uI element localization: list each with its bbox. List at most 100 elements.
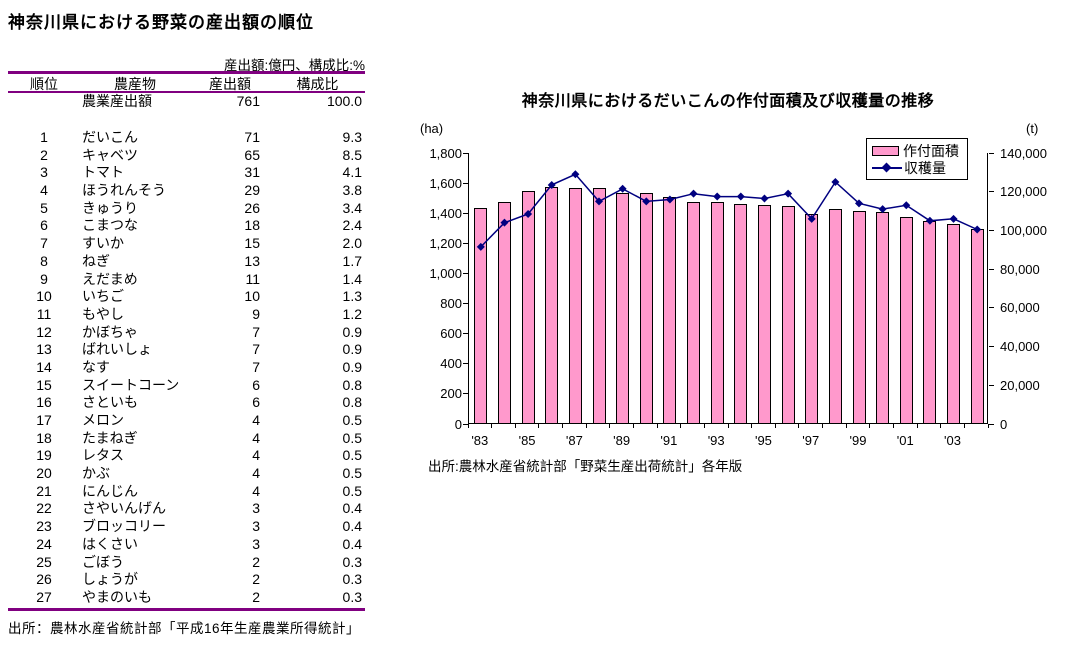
left-axis-tick-label: 1,400 [429, 205, 462, 221]
area-bar [781, 206, 795, 423]
x-axis-tick-label: '89 [613, 433, 631, 448]
legend-item-area: 作付面積 [872, 142, 962, 159]
right-axis-tick-label: 0 [1000, 416, 1008, 432]
legend-label-area: 作付面積 [903, 142, 959, 159]
col-header-name: 農産物 [114, 76, 156, 92]
table-row: 1 だいこん 71 9.3 [40, 129, 362, 145]
table-row: 13 ばれいしょ 7 0.9 [36, 341, 362, 358]
area-bar [639, 193, 653, 423]
table-row: 14 なす 7 0.9 [36, 358, 362, 375]
area-bar [687, 201, 701, 423]
right-axis-tick-label: 140,000 [1000, 145, 1047, 161]
right-axis-tick-label: 80,000 [1000, 261, 1040, 277]
left-axis-tick-label: 0 [454, 416, 462, 432]
table-total-row: 農業産出額 761 100.0 [8, 93, 365, 111]
x-axis-tick-label: '03 [944, 433, 961, 448]
x-axis-tick-label: '97 [802, 433, 820, 448]
col-header-share: 構成比 [296, 76, 339, 92]
area-bar [899, 216, 913, 423]
table-row: 7 すいか 15 2.0 [40, 235, 362, 252]
left-axis-tick-label: 1,800 [429, 145, 462, 161]
legend-label-harvest: 収穫量 [904, 159, 946, 176]
table-row: 18 たまねぎ 4 0.5 [36, 429, 362, 446]
table-row: 19 レタス 4 0.5 [36, 447, 362, 464]
right-axis-unit: (t) [1026, 121, 1039, 136]
left-axis-tick-label: 600 [440, 326, 462, 342]
line-swatch-icon [872, 162, 902, 173]
area-bar [592, 188, 606, 423]
area-bar [734, 203, 748, 423]
right-axis-tick-label: 60,000 [1000, 300, 1040, 316]
chart-legend: 作付面積 収穫量 [866, 138, 968, 180]
x-axis-tick-label: '01 [896, 433, 914, 448]
area-bar [947, 223, 961, 423]
area-bar [521, 191, 535, 423]
x-axis-tick-label: '83 [471, 433, 489, 448]
left-axis-unit: (ha) [420, 121, 444, 136]
left-axis-tick-label: 1,600 [429, 175, 462, 191]
area-bar [828, 209, 842, 423]
table-row: 23 ブロッコリー 3 0.4 [36, 518, 362, 535]
table-row: 15 スイートコーン 6 0.8 [36, 376, 362, 393]
table-header-row: 順位 農産物 産出額 構成比 [8, 71, 365, 93]
table-unit-note: 産出額:億円、構成比:% [223, 58, 365, 73]
x-axis-tick-label: '99 [849, 433, 867, 448]
table-row: 4 ほうれんそう 29 3.8 [40, 182, 362, 199]
table-row: 20 かぶ 4 0.5 [36, 465, 362, 482]
right-axis-tick-label: 100,000 [1000, 222, 1047, 238]
line-layer [476, 170, 982, 251]
total-value: 761 [236, 93, 260, 109]
diamond-marker-icon [881, 162, 892, 172]
x-axis-tick-label: '87 [565, 433, 583, 448]
table-body: 1 だいこん 71 9.3 2 キャベツ 65 8.5 3 トマト 31 4.1 4 ほうれんそう 29 3.… [8, 129, 365, 607]
table-source: 出所：農林水産省統計部「平成16年生産農業所得統計」 [8, 621, 361, 636]
area-bar [568, 188, 582, 423]
col-header-value: 産出額 [209, 76, 251, 92]
x-axis-tick-label: '93 [707, 433, 725, 448]
right-axis-tick-label: 40,000 [1000, 339, 1040, 355]
bar-swatch-icon [872, 145, 899, 156]
left-axis-tick-label: 1,200 [429, 235, 462, 251]
right-axis-tick-label: 120,000 [1000, 184, 1047, 200]
total-share: 100.0 [326, 93, 362, 109]
table-row: 8 ねぎ 13 1.7 [40, 252, 362, 269]
table-row: 22 さやいんげん 3 0.4 [36, 500, 362, 517]
table-row: 26 しょうが 2 0.3 [36, 571, 362, 588]
table-row: 17 メロン 4 0.5 [36, 412, 362, 428]
table-row: 11 もやし 9 1.2 [36, 305, 362, 322]
table-spacer-row [8, 111, 365, 129]
table-row: 24 はくさい 3 0.4 [36, 535, 362, 552]
x-axis-tick-label: '91 [660, 433, 678, 448]
area-bar [616, 192, 630, 423]
table-title: 神奈川県における野菜の産出額の順位 [8, 13, 314, 32]
table-row: 10 いちご 10 1.3 [36, 288, 362, 305]
chart-plot-area [468, 153, 988, 424]
area-bar [497, 201, 511, 423]
col-header-rank: 順位 [30, 76, 58, 92]
table-bottom-rule [8, 607, 365, 611]
chart-region: 神奈川県におけるだいこんの作付面積及び収穫量の推移 (ha) (t) 0 200 4… [420, 85, 1080, 485]
left-axis-tick-label: 800 [440, 296, 462, 312]
left-axis-tick-label: 1,000 [429, 265, 462, 281]
chart-source: 出所:農林水産省統計部「野菜生産出荷統計」各年版 [428, 459, 743, 474]
table-row: 21 にんじん 4 0.5 [36, 482, 362, 499]
table-row: 9 えだまめ 11 1.4 [40, 270, 362, 287]
total-name: 農業産出額 [82, 93, 152, 109]
x-axis-tick-label: '95 [754, 433, 772, 448]
right-axis-tick-label: 20,000 [1000, 377, 1040, 393]
area-bar [474, 208, 488, 423]
total-rank [8, 93, 80, 111]
table-row: 25 ごぼう 2 0.3 [36, 553, 362, 570]
table-row: 6 こまつな 18 2.4 [40, 217, 362, 234]
chart-title: 神奈川県におけるだいこんの作付面積及び収穫量の推移 [521, 93, 935, 110]
area-bar [757, 204, 771, 423]
area-bar [852, 211, 866, 423]
table-row: 27 やまのいも 2 0.3 [36, 588, 362, 605]
area-bar [710, 201, 724, 423]
left-axis-tick-label: 400 [440, 356, 462, 372]
table-row: 16 さといも 6 0.8 [36, 394, 362, 411]
bars-layer [469, 153, 987, 423]
table-row: 12 かぼちゃ 7 0.9 [36, 323, 362, 340]
x-axis-tick-label: '85 [518, 433, 536, 448]
